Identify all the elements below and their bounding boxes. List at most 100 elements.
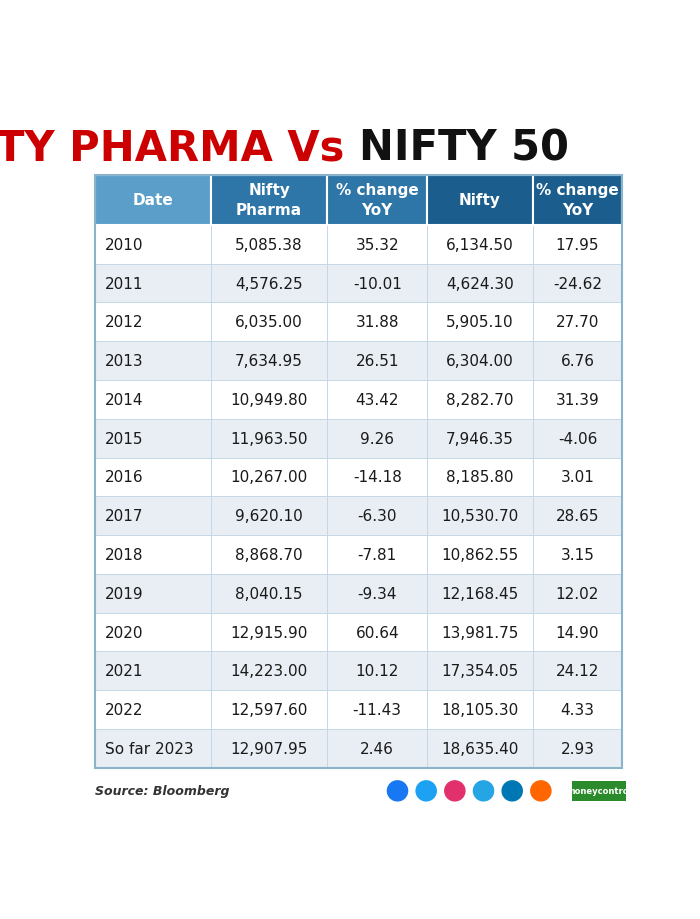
Text: 10,530.70: 10,530.70	[441, 508, 519, 524]
Bar	[427, 536, 533, 574]
Bar	[427, 380, 533, 419]
Bar	[427, 226, 533, 265]
Bar	[427, 729, 533, 768]
Bar	[95, 303, 211, 342]
Text: 8,868.70: 8,868.70	[235, 548, 303, 562]
Bar	[211, 419, 327, 458]
Text: 7,634.95: 7,634.95	[235, 354, 303, 369]
Text: 10.12: 10.12	[356, 664, 399, 678]
Text: 2019: 2019	[104, 586, 144, 601]
Bar	[427, 419, 533, 458]
Bar	[95, 536, 211, 574]
Text: 2016: 2016	[104, 470, 144, 485]
Bar	[427, 342, 533, 380]
Text: 10,862.55: 10,862.55	[441, 548, 519, 562]
Bar	[327, 419, 427, 458]
Bar	[533, 690, 622, 729]
Text: -11.43: -11.43	[353, 702, 402, 718]
Text: 2017: 2017	[104, 508, 143, 524]
Bar	[327, 536, 427, 574]
Text: NIFTY PHARMA Vs: NIFTY PHARMA Vs	[0, 128, 358, 170]
Circle shape	[444, 781, 465, 801]
Text: 2010: 2010	[104, 237, 143, 253]
Text: 35.32: 35.32	[356, 237, 399, 253]
Bar	[95, 574, 211, 613]
Text: 11,963.50: 11,963.50	[230, 431, 308, 447]
Text: 2022: 2022	[104, 702, 143, 718]
Text: 2021: 2021	[104, 664, 143, 678]
Text: 8,282.70: 8,282.70	[446, 392, 514, 407]
Text: 2013: 2013	[104, 354, 144, 369]
Text: moneycontrol: moneycontrol	[566, 787, 631, 796]
Text: -14.18: -14.18	[353, 470, 402, 485]
Text: 13,981.75: 13,981.75	[441, 625, 519, 640]
Bar	[533, 176, 622, 226]
Text: 3.01: 3.01	[561, 470, 594, 485]
Bar	[327, 176, 427, 226]
Bar	[95, 265, 211, 303]
Circle shape	[531, 781, 551, 801]
Bar	[211, 497, 327, 536]
Bar	[327, 690, 427, 729]
Text: % change
YoY: % change YoY	[336, 183, 419, 218]
Bar	[533, 574, 622, 613]
Bar	[533, 342, 622, 380]
Text: 10,949.80: 10,949.80	[230, 392, 308, 407]
Bar	[533, 265, 622, 303]
Bar	[211, 226, 327, 265]
Text: 43.42: 43.42	[356, 392, 399, 407]
Text: 5,085.38: 5,085.38	[235, 237, 303, 253]
Bar	[427, 613, 533, 652]
Text: 24.12: 24.12	[556, 664, 599, 678]
Bar	[533, 729, 622, 768]
Text: 2012: 2012	[104, 315, 143, 330]
Bar	[211, 574, 327, 613]
Text: Source: Bloomberg: Source: Bloomberg	[95, 785, 230, 798]
Bar	[95, 458, 211, 497]
Bar	[211, 690, 327, 729]
Text: 2.93: 2.93	[561, 741, 594, 756]
Text: 17.95: 17.95	[556, 237, 599, 253]
Text: -7.81: -7.81	[358, 548, 397, 562]
Text: 2014: 2014	[104, 392, 143, 407]
Bar	[327, 458, 427, 497]
Text: 4,576.25: 4,576.25	[235, 277, 303, 291]
Bar	[533, 419, 622, 458]
Text: 8,185.80: 8,185.80	[446, 470, 514, 485]
Bar	[95, 176, 622, 768]
Bar	[211, 176, 327, 226]
Bar	[327, 380, 427, 419]
Bar	[211, 613, 327, 652]
Bar	[211, 342, 327, 380]
Text: 9.26: 9.26	[360, 431, 394, 447]
Text: 17,354.05: 17,354.05	[441, 664, 519, 678]
Bar	[95, 729, 211, 768]
Bar	[211, 536, 327, 574]
Bar	[95, 613, 211, 652]
Text: NIFTY 50: NIFTY 50	[358, 128, 568, 170]
Text: -4.06: -4.06	[558, 431, 597, 447]
Bar	[327, 226, 427, 265]
Bar	[427, 265, 533, 303]
Text: 12,168.45: 12,168.45	[441, 586, 519, 601]
Circle shape	[473, 781, 494, 801]
Text: 26.51: 26.51	[356, 354, 399, 369]
Bar	[427, 652, 533, 690]
Bar	[211, 458, 327, 497]
Bar	[327, 265, 427, 303]
Text: Date: Date	[133, 193, 174, 208]
Text: 2.46: 2.46	[360, 741, 394, 756]
Text: 2011: 2011	[104, 277, 143, 291]
Circle shape	[387, 781, 407, 801]
Text: 2020: 2020	[104, 625, 143, 640]
Text: 10,267.00: 10,267.00	[230, 470, 308, 485]
Bar	[95, 497, 211, 536]
Text: 31.88: 31.88	[356, 315, 399, 330]
Text: 9,620.10: 9,620.10	[235, 508, 303, 524]
Bar	[327, 342, 427, 380]
Bar	[572, 781, 626, 801]
Bar	[427, 574, 533, 613]
Bar	[327, 652, 427, 690]
Text: So far 2023: So far 2023	[104, 741, 193, 756]
Bar	[533, 536, 622, 574]
